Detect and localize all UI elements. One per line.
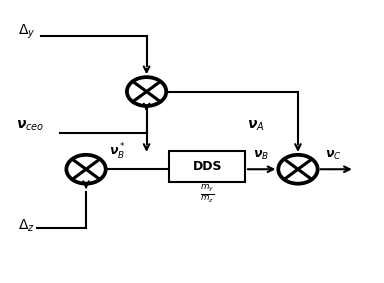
Text: $\Delta_z$: $\Delta_z$ — [18, 218, 35, 234]
Text: $\boldsymbol{\nu}_{ceo}$: $\boldsymbol{\nu}_{ceo}$ — [16, 119, 45, 134]
FancyBboxPatch shape — [169, 151, 245, 182]
Text: $\boldsymbol{\nu}_B$: $\boldsymbol{\nu}_B$ — [253, 149, 269, 162]
Text: $\boldsymbol{\nu}_C$: $\boldsymbol{\nu}_C$ — [325, 149, 342, 162]
Text: $\boldsymbol{\nu}_B^*$: $\boldsymbol{\nu}_B^*$ — [109, 142, 126, 162]
Text: DDS: DDS — [192, 160, 222, 173]
Text: $\boldsymbol{\nu}_A$: $\boldsymbol{\nu}_A$ — [247, 119, 265, 134]
Text: $\Delta_y$: $\Delta_y$ — [18, 23, 35, 41]
Text: $\frac{m_y}{m_z}$: $\frac{m_y}{m_z}$ — [200, 183, 214, 205]
